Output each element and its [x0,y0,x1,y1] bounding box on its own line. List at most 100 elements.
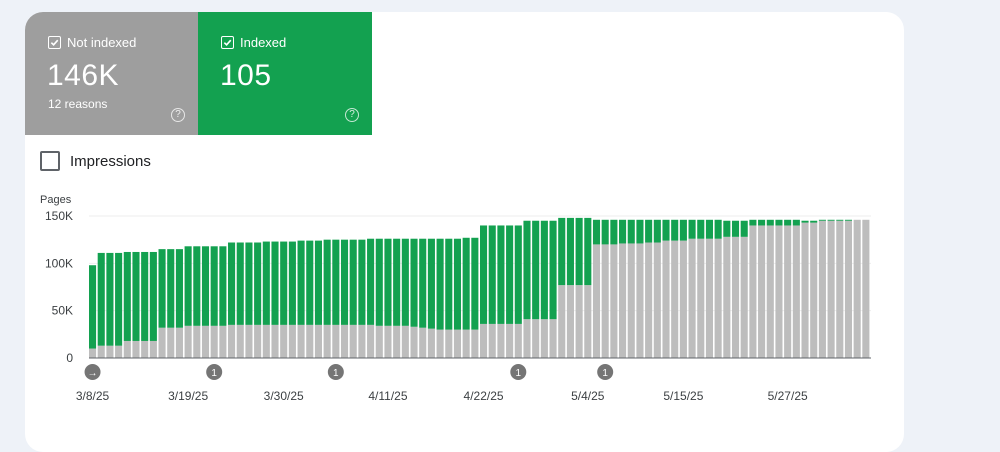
bar-not-indexed [167,327,175,358]
bar-not-indexed [158,327,166,358]
bar-indexed [375,238,383,326]
bar-not-indexed [271,324,279,358]
bar-not-indexed [236,324,244,358]
bar-indexed [401,238,409,326]
bar-indexed [671,219,679,241]
y-tick-label: 50K [52,304,73,318]
check-icon[interactable] [221,36,234,49]
bar-not-indexed [636,243,644,358]
bar-not-indexed [844,220,853,358]
impressions-checkbox[interactable] [40,151,60,171]
bar-indexed [306,240,314,325]
bar-not-indexed [384,325,392,358]
bar-indexed [445,238,453,330]
bar-not-indexed [775,225,783,358]
x-tick-label: 5/15/25 [663,389,703,403]
bar-not-indexed [358,324,366,358]
bar-indexed [610,219,618,245]
bar-indexed [679,219,687,241]
help-icon[interactable]: ? [171,108,185,122]
bar-indexed [184,246,192,326]
bar-not-indexed [314,324,322,358]
help-icon[interactable]: ? [345,108,359,122]
impressions-toggle[interactable]: Impressions [40,151,151,171]
bar-not-indexed [714,238,722,358]
bar-not-indexed [288,324,296,358]
bar-indexed [827,219,835,221]
bar-indexed [419,238,427,328]
bar-indexed [480,225,488,324]
bar-indexed [792,219,800,226]
bar-not-indexed [619,243,627,358]
bar-indexed [636,219,644,244]
bar-indexed [115,252,123,346]
bar-indexed [575,217,583,286]
bar-not-indexed [653,242,661,358]
bar-not-indexed [297,324,305,358]
x-tick-label: 3/19/25 [168,389,208,403]
bar-indexed [97,252,105,346]
annotation-marker [510,364,527,380]
bar-indexed [627,219,635,244]
bar-indexed [236,242,244,325]
bar-not-indexed [810,222,818,358]
bar-not-indexed [427,328,435,358]
bar-not-indexed [627,243,635,358]
indexed-tile[interactable]: Indexed 105 ? [198,12,372,135]
bar-not-indexed [645,242,653,358]
bar-not-indexed [740,236,748,358]
bar-not-indexed [671,240,679,358]
annotation-label: → [88,368,98,379]
bar-not-indexed [679,240,687,358]
bar-not-indexed [201,325,210,358]
bar-not-indexed [818,220,826,358]
bar-indexed [201,246,210,326]
bar-indexed [488,225,496,324]
bar-indexed [141,251,149,341]
y-axis-label: Pages [40,194,72,206]
bar-not-indexed [445,329,453,358]
bar-indexed [245,242,253,325]
y-tick-label: 150K [45,209,73,223]
bar-not-indexed [254,324,262,358]
bar-indexed [784,219,792,226]
bar-indexed [506,225,514,324]
bar-not-indexed [792,225,800,358]
bar-not-indexed [575,285,583,358]
bar-not-indexed [306,324,314,358]
bar-not-indexed [410,326,418,358]
bar-not-indexed [584,285,592,358]
coverage-card: Not indexed 146K 12 reasons ? Indexed 10… [25,12,904,452]
bar-not-indexed [219,325,227,358]
bar-indexed [384,238,392,326]
x-tick-label: 4/22/25 [464,389,504,403]
bar-not-indexed [723,236,731,358]
bar-indexed [818,219,826,221]
bar-indexed [558,217,566,286]
bar-indexed [844,219,853,221]
bar-indexed [601,219,609,245]
bar-not-indexed [827,220,835,358]
not-indexed-tile[interactable]: Not indexed 146K 12 reasons ? [25,12,198,135]
bar-indexed [297,240,305,325]
bar-not-indexed [280,324,288,358]
bar-indexed [436,238,444,330]
bar-not-indexed [592,244,601,358]
bar-indexed [549,220,557,320]
check-icon[interactable] [48,36,61,49]
bar-not-indexed [453,329,462,358]
bar-indexed [592,219,601,245]
bar-not-indexed [705,238,713,358]
bar-indexed [280,241,288,325]
bar-not-indexed [480,323,488,358]
pages-chart: Pages 0 50K 100K 150K → 1 1 1 1 3/8/25 3/19/25 3/30/… [40,194,871,403]
bar-indexed [340,239,349,325]
bar-indexed [89,265,97,349]
bar-not-indexed [853,219,861,358]
bar-not-indexed [141,340,149,358]
bar-not-indexed [601,244,609,358]
bar-indexed [219,246,227,326]
annotation-marker [327,364,344,380]
bar-not-indexed [610,244,618,358]
bar-indexed [775,219,783,226]
